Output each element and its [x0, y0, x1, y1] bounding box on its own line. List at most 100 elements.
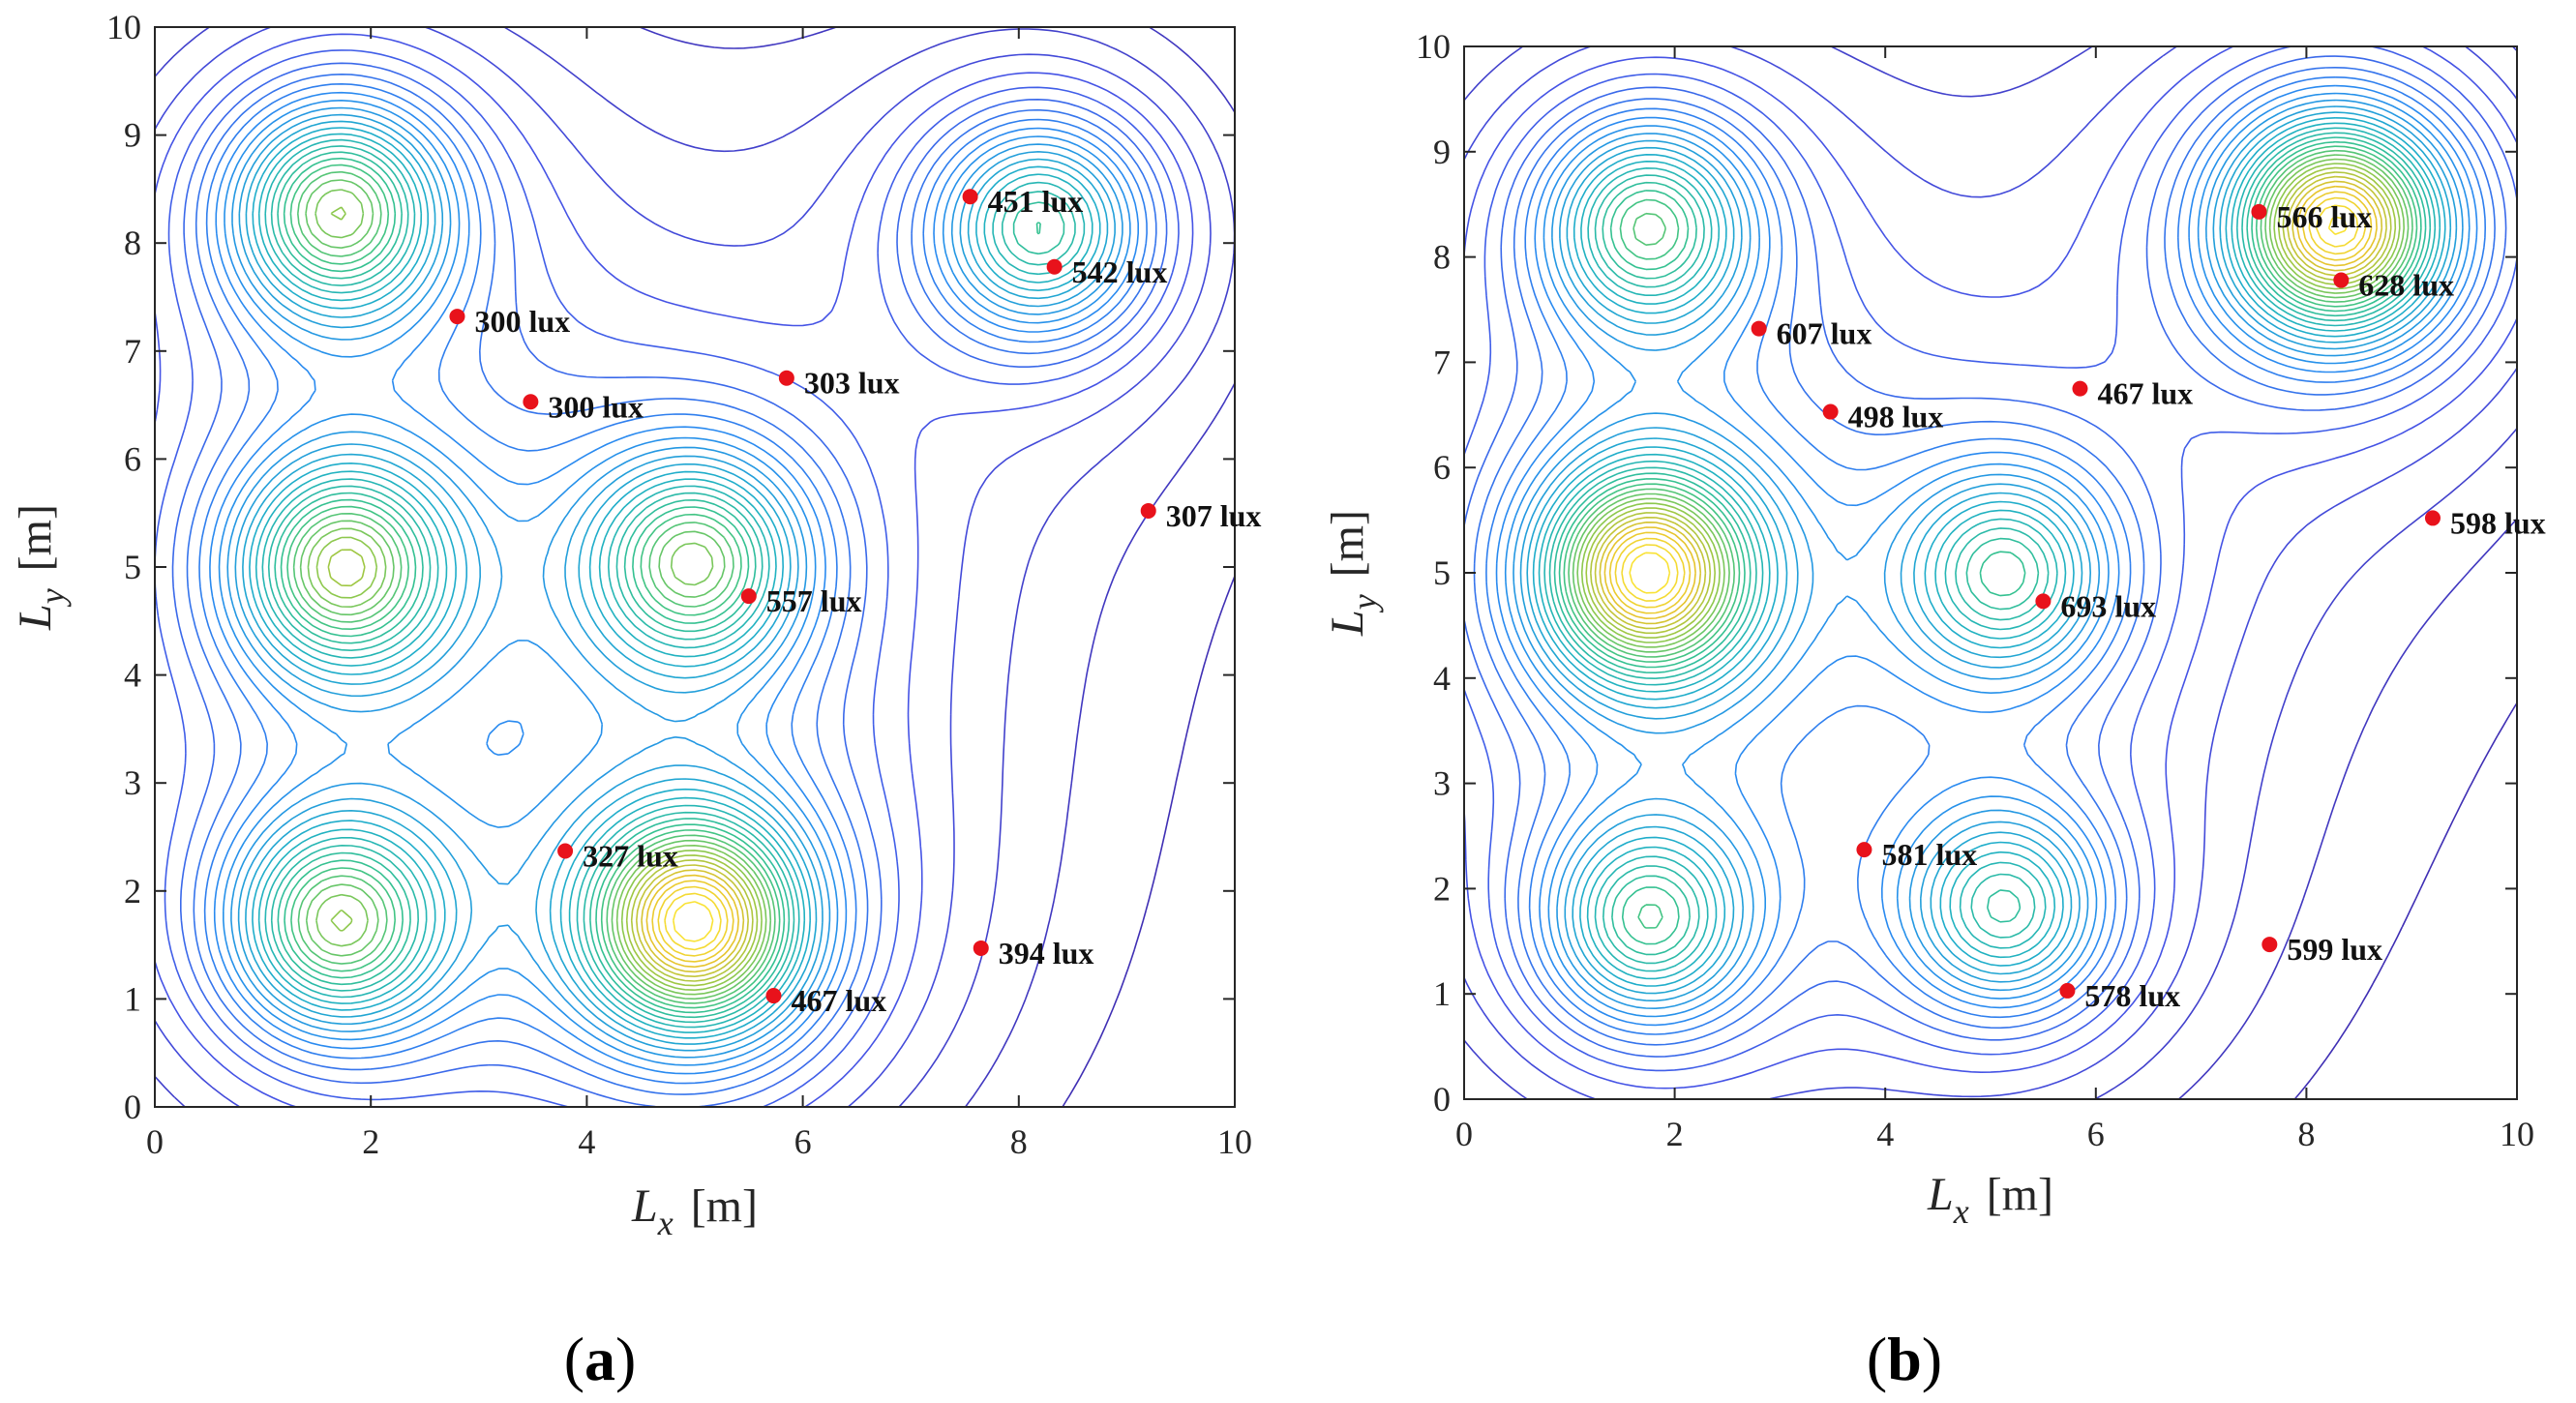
panel-label-b: (b) [1867, 1325, 1942, 1393]
measurement-label: 303 lux [804, 366, 900, 401]
x-tick-label: 6 [2087, 1115, 2105, 1153]
contour-level-13 [234, 113, 1116, 1052]
contour-level-20 [280, 157, 1041, 1014]
x-tick-label: 4 [578, 1122, 595, 1161]
panel-b: 0 2 4 6 8 10 0 1 2 3 4 5 6 7 8 9 10 566 lux 628 lux 607 lu… [1322, 27, 2546, 1393]
x-tick-label: 8 [1010, 1122, 1028, 1161]
measurement-marker [2072, 380, 2088, 397]
contour-level-29 [1599, 180, 2383, 625]
contour-level-32 [1614, 196, 2367, 609]
y-tick-label: 1 [124, 979, 141, 1018]
contour-level-29 [641, 869, 745, 973]
y-tick-label: 8 [124, 224, 141, 262]
measurement-marker [1140, 502, 1156, 519]
contour-level-16 [1538, 122, 2441, 980]
x-axis-label-b: Lx [m] [1927, 1169, 2053, 1231]
measurement-label: 394 lux [999, 936, 1094, 970]
contour-level-26 [327, 549, 759, 987]
y-tick-label: 5 [1433, 553, 1451, 592]
contour-level-25 [315, 206, 763, 991]
contour-level-30 [1603, 185, 2378, 619]
y-tick-label: 3 [1433, 764, 1451, 803]
contour-level-15 [1532, 117, 2446, 987]
contour-level-1 [2293, 702, 2517, 1099]
panel-a: 0 2 4 6 8 10 0 1 2 3 4 5 6 7 8 9 10 451 lux 542 lux 300 lu… [10, 8, 1261, 1393]
contour-level-24 [1576, 158, 2405, 648]
x-tick-label: 8 [2297, 1115, 2315, 1153]
contour-level-25 [1580, 163, 2401, 643]
measurement-label: 578 lux [2084, 978, 2180, 1013]
contour-level-34 [1629, 216, 2348, 594]
contour-level-21 [1563, 145, 2418, 929]
contour-level-31 [651, 880, 734, 963]
y-tick-label: 9 [1433, 133, 1451, 171]
measurement-label: 467 lux [2097, 376, 2193, 411]
svg-text:Ly[m]: Ly[m] [1322, 510, 1384, 637]
measurement-label: 628 lux [2358, 268, 2454, 303]
axis-ticks-b: 0 2 4 6 8 10 0 1 2 3 4 5 6 7 8 9 10 [1416, 27, 2534, 1153]
contour-level-8 [1473, 67, 2496, 1046]
x-tick-label: 4 [1876, 1115, 1894, 1153]
contour-level-27 [630, 859, 754, 982]
contour-level-23 [1572, 154, 2410, 653]
contour-level-3 [155, 27, 1235, 1107]
contour-level-1 [1062, 576, 1235, 1107]
x-tick-label: 6 [794, 1122, 812, 1161]
contour-level-17 [261, 138, 1086, 1029]
contour-level-32 [657, 885, 729, 957]
measurement-marker [962, 189, 978, 205]
contour-level-24 [307, 189, 767, 996]
y-tick-label: 0 [1433, 1080, 1451, 1119]
measurement-marker [973, 940, 989, 956]
contour-level-12 [1513, 99, 2464, 1009]
contour-level-11 [218, 100, 1131, 1066]
contour-level-7 [1464, 55, 2507, 1058]
contour-level-28 [1594, 175, 2387, 630]
y-tick-label: 8 [1433, 238, 1451, 277]
measurement-marker [2059, 982, 2076, 999]
contour-level-20 [1558, 140, 2422, 945]
y-tick-label: 7 [1433, 343, 1451, 381]
y-tick-label: 7 [124, 332, 141, 371]
contour-level-18 [267, 145, 1076, 1024]
measurement-label: 300 lux [548, 389, 644, 424]
contour-level-23 [299, 179, 772, 1000]
measurement-label: 581 lux [1881, 837, 1977, 872]
contour-level-22 [292, 170, 776, 1004]
measurement-marker [449, 309, 465, 325]
contour-level-10 [1495, 84, 2478, 1027]
measurement-label: 607 lux [1777, 316, 1872, 351]
measurement-label: 451 lux [988, 184, 1084, 219]
x-tick-label: 2 [1666, 1115, 1684, 1153]
contour-level-4 [155, 27, 1212, 1107]
contour-level-14 [1526, 111, 2452, 995]
contour-level-6 [1464, 46, 2517, 1072]
contour-level-15 [249, 127, 1101, 1039]
measurement-marker [2251, 203, 2267, 220]
axis-ticks-a: 0 2 4 6 8 10 0 1 2 3 4 5 6 7 8 9 10 [106, 8, 1252, 1161]
measurement-label: 467 lux [791, 983, 886, 1018]
measurement-marker [778, 370, 794, 386]
contour-level-8 [186, 74, 1157, 1095]
x-tick-label: 0 [146, 1122, 164, 1161]
plot-frame-b [1463, 45, 2518, 1100]
y-tick-label: 10 [1416, 27, 1451, 66]
contour-level-3 [1464, 46, 2517, 1099]
measurement-label: 693 lux [2060, 588, 2156, 623]
contour-level-28 [636, 864, 749, 977]
contour-level-5 [1464, 46, 2517, 1090]
contour-level-18 [1548, 132, 2432, 965]
measurement-label: 498 lux [1848, 400, 1944, 434]
measurement-points-b: 566 lux 628 lux 607 lux 498 lux 467 lux 598 l… [1751, 199, 2546, 1013]
y-axis-label-a: Ly[m] [10, 504, 72, 631]
y-tick-label: 4 [124, 656, 141, 695]
contour-level-34 [673, 901, 714, 942]
contour-level-4 [1464, 46, 2517, 1099]
y-tick-label: 6 [124, 439, 141, 478]
measurement-marker [1751, 320, 1767, 337]
measurement-points-a: 451 lux 542 lux 300 lux 300 lux 303 lux 307 l… [449, 184, 1261, 1018]
y-tick-label: 9 [124, 116, 141, 155]
measurement-marker [2261, 937, 2278, 953]
contour-lines-a [155, 27, 1235, 1107]
svg-text:Ly[m]: Ly[m] [10, 504, 72, 631]
